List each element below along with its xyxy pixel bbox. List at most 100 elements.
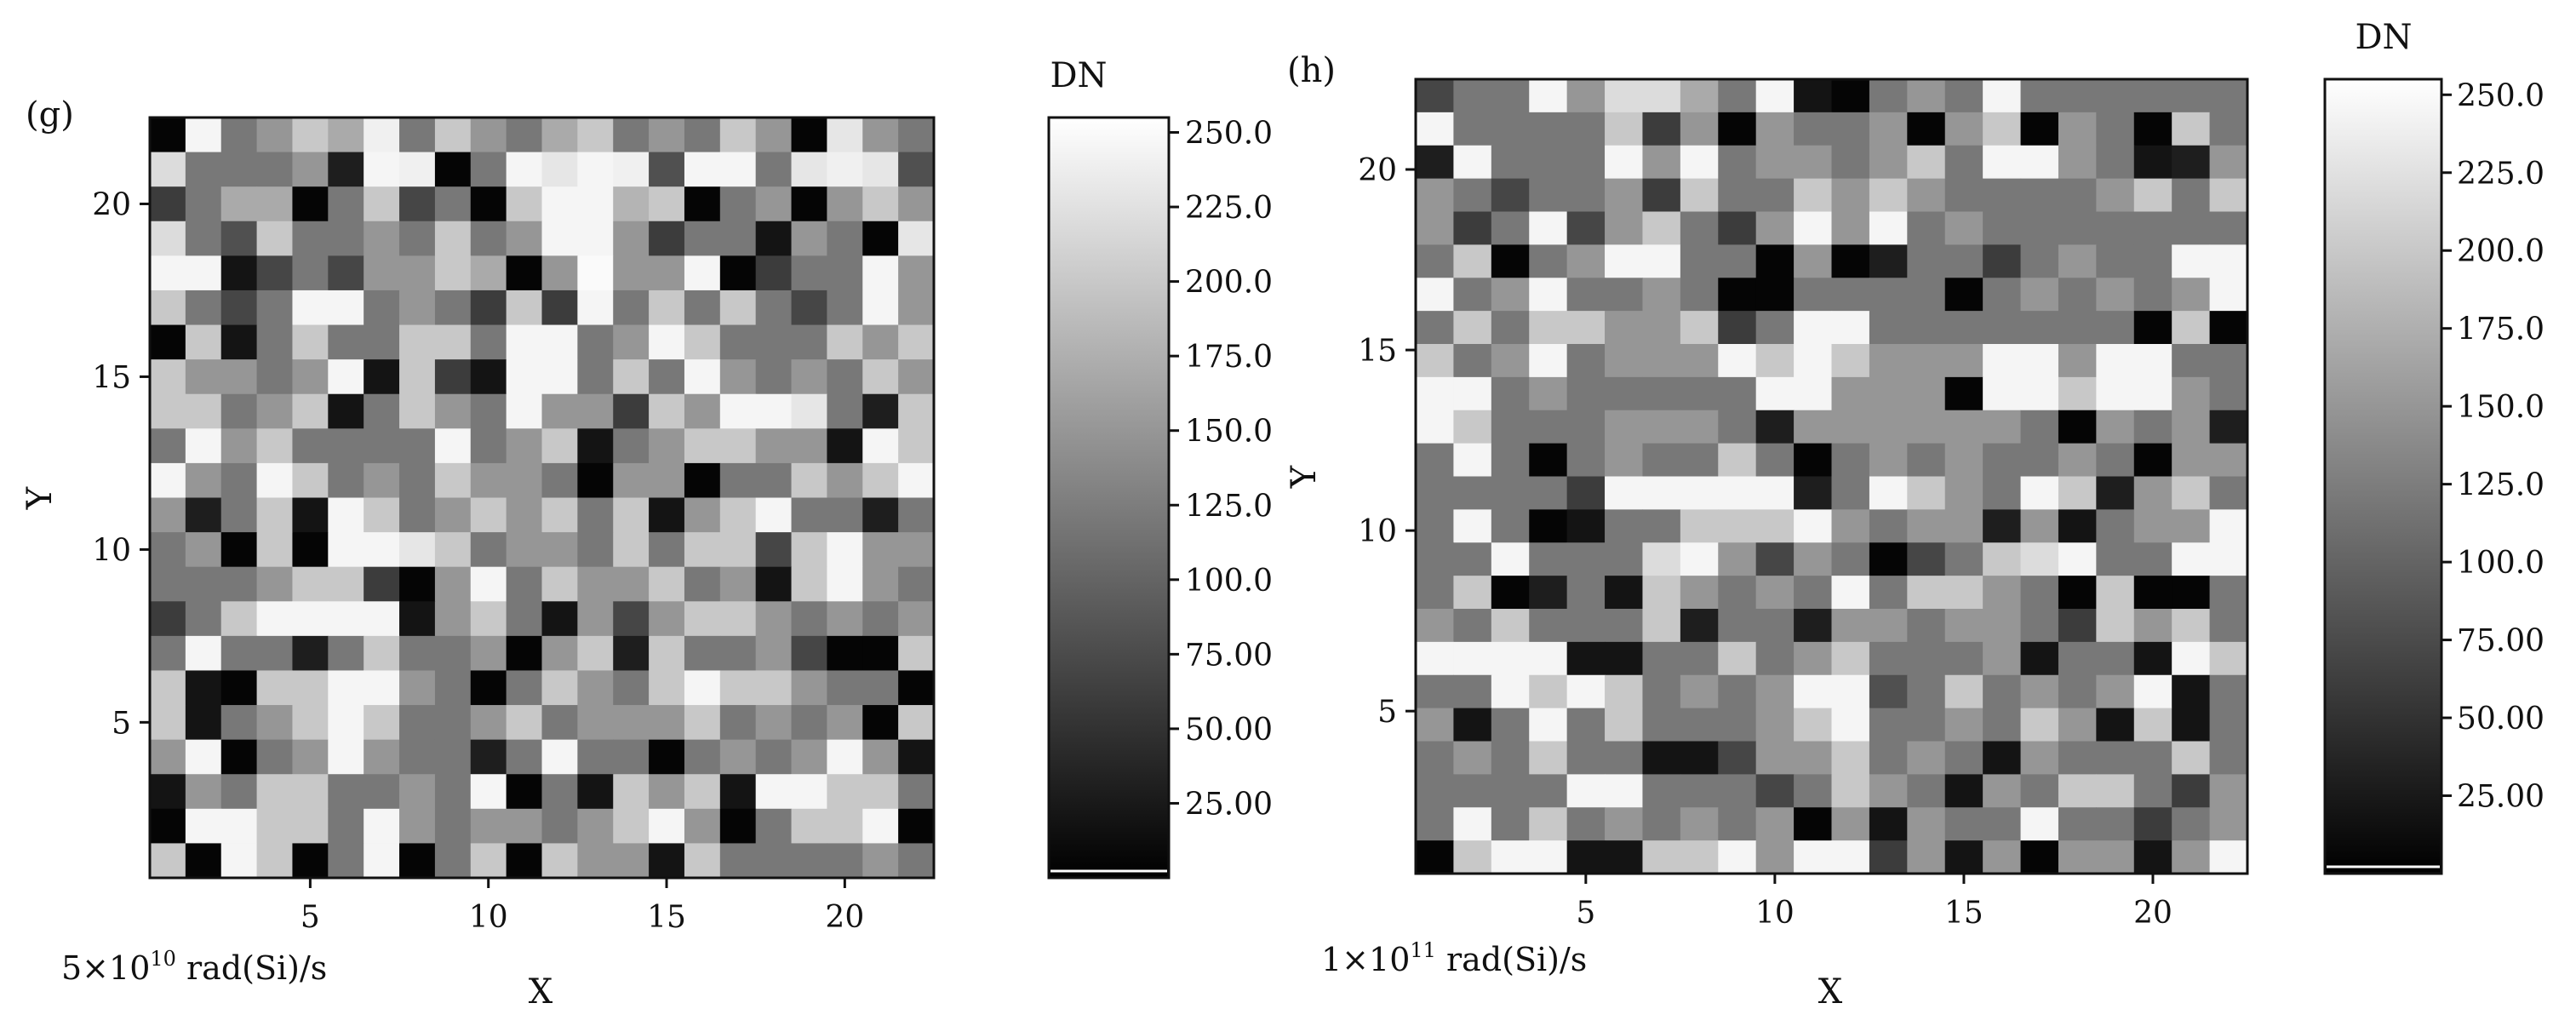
heatmap-cell <box>1983 774 2022 808</box>
heatmap-cell <box>1944 79 1984 113</box>
heatmap-cell <box>684 566 721 602</box>
colorbar-tick-label: 125.0 <box>2457 468 2545 503</box>
heatmap-cell <box>1416 344 1455 378</box>
heatmap-cell <box>292 359 329 395</box>
heatmap-cell <box>2209 674 2248 709</box>
heatmap-cell <box>1907 145 1946 180</box>
heatmap-cell <box>719 462 757 499</box>
heatmap-cell <box>470 566 507 602</box>
heatmap-cell <box>470 118 507 153</box>
heatmap-cell <box>1529 476 1568 510</box>
heatmap-cell <box>1491 344 1530 378</box>
heatmap-cell <box>1416 708 1455 742</box>
heatmap-cell <box>470 774 507 810</box>
colorbar-tick-label: 250.0 <box>2457 78 2545 113</box>
heatmap-cell <box>1680 609 1719 643</box>
heatmap-cell <box>256 670 294 706</box>
heatmap-cell <box>2133 211 2172 245</box>
heatmap-cell <box>755 152 793 187</box>
heatmap-cell <box>827 497 863 533</box>
heatmap-cell <box>1944 211 1984 245</box>
heatmap-cell <box>364 739 400 775</box>
colorbar-tick-label: 175.0 <box>1185 340 1273 375</box>
heatmap-cell <box>684 359 721 395</box>
heatmap-cell <box>541 705 578 741</box>
heatmap-cell <box>898 324 935 360</box>
heatmap-cell <box>649 808 685 845</box>
heatmap-cell <box>541 532 578 568</box>
heatmap-cell <box>2209 112 2248 146</box>
heatmap-cell <box>2020 145 2059 180</box>
y-tick-label: 10 <box>1358 514 1397 549</box>
heatmap-cell <box>1605 311 1644 345</box>
heatmap-cell <box>364 255 400 291</box>
heatmap-cell <box>791 705 828 741</box>
heatmap-cell <box>1983 741 2022 775</box>
heatmap-cell <box>2096 376 2135 411</box>
heatmap-cell <box>719 118 757 153</box>
heatmap-cell <box>220 670 258 706</box>
heatmap-cell <box>862 221 899 256</box>
heatmap-cell <box>684 324 721 360</box>
heatmap-cell <box>2020 278 2059 312</box>
colorbar-tick-label: 25.00 <box>1185 787 1273 822</box>
heatmap-cell <box>1566 344 1606 378</box>
heatmap-cell <box>2133 708 2172 742</box>
heatmap-cell <box>684 532 721 568</box>
heatmap-cell <box>684 601 721 637</box>
heatmap-cell <box>470 221 507 256</box>
heatmap-cell <box>1680 840 1719 874</box>
heatmap-cell <box>2172 476 2211 510</box>
heatmap-cell <box>434 532 472 568</box>
heatmap-cell <box>1566 741 1606 775</box>
heatmap-cell <box>434 462 472 499</box>
heatmap-cell <box>719 359 757 395</box>
heatmap-cell <box>649 670 685 706</box>
heatmap-cell <box>185 808 222 845</box>
heatmap-cell <box>2096 774 2135 808</box>
x-axis-label: X <box>1818 972 1843 1012</box>
heatmap-cell <box>434 705 472 741</box>
heatmap-cell <box>1718 211 1757 245</box>
heatmap-cell <box>719 601 757 637</box>
heatmap-cell <box>256 428 294 464</box>
heatmap-cell <box>2020 542 2059 576</box>
heatmap-cell <box>1907 278 1946 312</box>
heatmap-cell <box>1831 344 1870 378</box>
heatmap-cell <box>399 532 436 568</box>
heatmap-cell <box>684 118 721 153</box>
heatmap-cell <box>220 118 258 153</box>
heatmap-cell <box>1680 774 1719 808</box>
heatmap-cell <box>292 428 329 464</box>
heatmap-cell <box>256 462 294 499</box>
heatmap-cell <box>1642 376 1681 411</box>
heatmap-cell <box>1416 376 1455 411</box>
heatmap-cell <box>1907 443 1946 478</box>
heatmap-cell <box>1453 178 1492 213</box>
heatmap-cell <box>719 324 757 360</box>
heatmap-cell <box>292 497 329 533</box>
heatmap-cell <box>150 843 186 879</box>
heatmap-cell <box>1642 443 1681 478</box>
heatmap-cell <box>862 532 899 568</box>
heatmap-cell <box>1642 476 1681 510</box>
heatmap-cell <box>1491 674 1530 709</box>
heatmap-cell <box>2133 112 2172 146</box>
heatmap-cell <box>1605 674 1644 709</box>
heatmap-cell <box>1869 443 1908 478</box>
heatmap-cell <box>434 118 472 153</box>
heatmap-cell <box>1605 509 1644 543</box>
heatmap-cell <box>1907 509 1946 543</box>
y-axis-label: Y <box>20 486 60 510</box>
heatmap-cell <box>1794 211 1833 245</box>
heatmap-cell <box>470 393 507 429</box>
heatmap-cell <box>1794 178 1833 213</box>
heatmap-cell <box>827 324 863 360</box>
heatmap-cell <box>2020 840 2059 874</box>
heatmap-cell <box>506 774 543 810</box>
heatmap-cell <box>613 462 650 499</box>
heatmap-cell <box>1491 145 1530 180</box>
heatmap-cell <box>328 324 364 360</box>
heatmap-cell <box>1831 244 1870 278</box>
colorbar-tick-label: 200.0 <box>2457 234 2545 269</box>
